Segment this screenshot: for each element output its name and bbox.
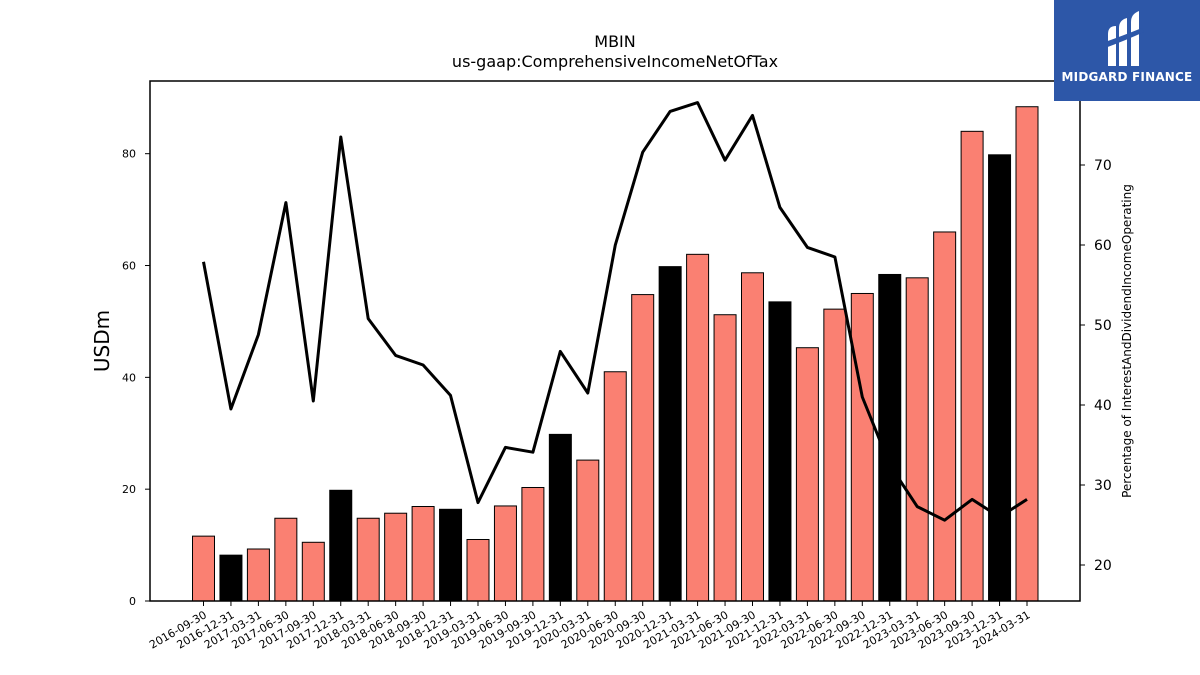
bar <box>933 231 957 602</box>
y2-tick-label: 70 <box>1094 158 1112 174</box>
y2-tick-label: 20 <box>1094 558 1112 574</box>
y2-tick-label: 40 <box>1094 398 1112 414</box>
series-line <box>202 101 1028 522</box>
brand-name: MIDGARD FINANCE <box>1061 70 1193 84</box>
y-tick-label: 40 <box>122 371 136 384</box>
bar <box>631 294 655 602</box>
bar <box>768 301 792 602</box>
bar <box>246 548 270 602</box>
bar <box>713 314 737 602</box>
bar <box>466 538 490 602</box>
brand-logo-icon <box>1105 11 1144 66</box>
bar <box>905 277 929 602</box>
bar <box>658 266 682 602</box>
y-tick-label: 0 <box>129 595 136 608</box>
bar <box>301 541 325 602</box>
y-tick-label: 60 <box>122 260 136 273</box>
y2-tick-label: 50 <box>1094 318 1112 334</box>
bar <box>548 433 572 602</box>
chart-subtitle: us-gaap:ComprehensiveIncomeNetOfTax <box>451 52 779 71</box>
bar <box>219 554 243 602</box>
brand-logo: MIDGARD FINANCE <box>1054 0 1200 101</box>
bar <box>192 535 215 602</box>
bar <box>493 505 517 602</box>
bar <box>795 347 819 602</box>
bar <box>686 253 710 602</box>
bar <box>1015 106 1039 602</box>
bar <box>356 517 380 602</box>
y-axis-label: USDm <box>90 310 114 372</box>
chart-title: MBIN <box>594 32 636 51</box>
bar <box>521 486 545 602</box>
y2-tick-label: 30 <box>1094 478 1112 494</box>
y-tick-label: 20 <box>122 483 136 496</box>
bar <box>988 154 1012 602</box>
y2-axis-label: Percentage of InterestAndDividendIncomeO… <box>1120 184 1134 498</box>
bar <box>823 308 847 602</box>
bar <box>741 272 764 602</box>
bar <box>850 292 874 602</box>
bar <box>878 273 902 602</box>
bar <box>274 517 298 602</box>
bar <box>960 130 984 602</box>
bar <box>384 512 408 602</box>
bar <box>603 371 627 602</box>
bar <box>411 506 435 602</box>
y2-tick-label: 60 <box>1094 238 1112 254</box>
y-tick-label: 80 <box>122 148 136 161</box>
bar <box>576 459 600 602</box>
bar <box>329 489 353 602</box>
bar <box>439 508 463 602</box>
